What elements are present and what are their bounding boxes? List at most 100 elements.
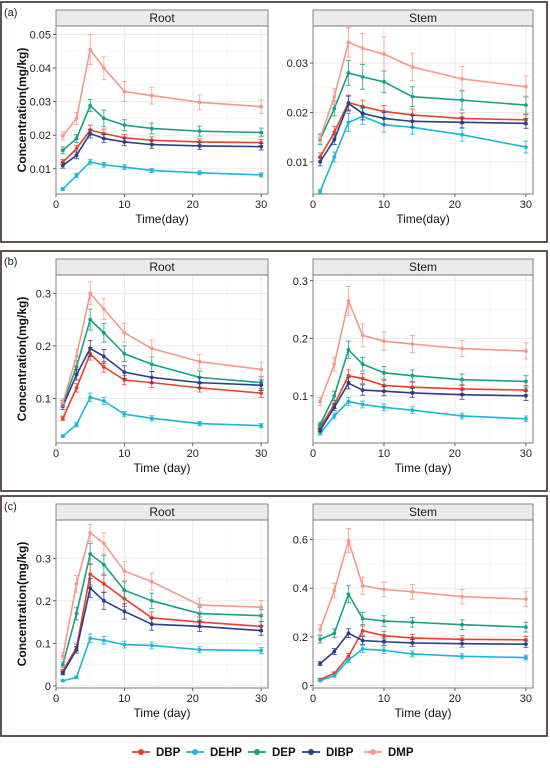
series-line xyxy=(62,318,262,404)
data-point xyxy=(524,642,528,647)
x-tick-label: 30 xyxy=(520,448,532,460)
data-point xyxy=(259,367,264,372)
data-point xyxy=(60,434,65,439)
x-tick-label: 10 xyxy=(378,448,390,460)
data-point xyxy=(149,643,154,648)
data-point xyxy=(382,116,386,121)
x-axis-label: Time(day) xyxy=(135,212,189,226)
data-point xyxy=(101,562,106,567)
panel-label: (c) xyxy=(4,501,17,513)
data-point xyxy=(460,346,464,351)
data-point xyxy=(382,79,386,84)
y-tick-label: 0.03 xyxy=(287,58,308,70)
plot-border xyxy=(55,25,269,195)
data-point xyxy=(346,373,351,378)
data-point xyxy=(332,588,337,593)
plot-border xyxy=(55,274,269,444)
panel-frame xyxy=(0,1,548,243)
data-point xyxy=(149,416,154,421)
x-tick-label: 20 xyxy=(449,693,461,705)
data-point xyxy=(410,391,415,395)
data-point xyxy=(197,647,202,652)
data-point xyxy=(197,359,202,364)
data-point xyxy=(382,633,386,638)
series-dmp xyxy=(317,286,529,407)
data-point xyxy=(149,142,154,147)
y-tick-label: 0.1 xyxy=(36,393,51,405)
data-point xyxy=(74,116,79,121)
data-point xyxy=(197,144,202,148)
data-point xyxy=(410,652,415,656)
data-point xyxy=(101,364,106,369)
series-line xyxy=(319,382,526,431)
data-point xyxy=(101,307,106,312)
y-tick-label: 0.4 xyxy=(293,583,308,595)
series-line xyxy=(62,553,262,665)
data-point xyxy=(332,673,337,678)
series-line xyxy=(319,648,526,682)
series-dibp xyxy=(317,95,529,167)
data-point xyxy=(346,347,351,352)
series-line xyxy=(62,292,262,403)
panel-b: (b) Concentration(mg/kg) Root 0 10 20 30 0.1 0.2… xyxy=(0,250,548,492)
plot-border xyxy=(55,519,269,689)
series-dep xyxy=(317,585,529,644)
data-point xyxy=(332,393,337,398)
legend-swatch-point xyxy=(370,749,376,755)
legend-swatch-point xyxy=(308,749,314,755)
data-point xyxy=(346,120,351,125)
data-point xyxy=(60,133,65,138)
x-tick-label: 10 xyxy=(118,199,130,211)
data-point xyxy=(460,641,464,646)
series-dep xyxy=(60,542,264,668)
series-line xyxy=(62,637,262,682)
series-line xyxy=(319,629,526,681)
y-tick-label: 0.2 xyxy=(293,632,308,644)
series-dep xyxy=(317,340,529,428)
data-point xyxy=(149,579,154,584)
data-point xyxy=(360,376,365,381)
plot-border xyxy=(312,25,534,195)
data-point xyxy=(360,402,365,407)
facet-root: Root 0 10 20 30 0 0.1 0.2 0.3 Time (day) xyxy=(36,503,269,720)
data-point xyxy=(259,628,264,633)
series-line xyxy=(319,539,526,630)
y-tick-label: 0.02 xyxy=(30,130,51,142)
facet-title: Root xyxy=(149,505,175,519)
legend-label: DIBP xyxy=(326,747,354,759)
y-tick-label: 0.04 xyxy=(30,63,51,75)
data-point xyxy=(74,647,79,652)
panel-frame xyxy=(0,495,548,737)
plot-area xyxy=(55,25,269,195)
data-point xyxy=(360,104,365,109)
data-point xyxy=(101,162,106,167)
data-point xyxy=(88,586,93,590)
series-dibp xyxy=(317,628,529,667)
x-tick-label: 30 xyxy=(255,448,267,460)
legend-item-dmp: DMP xyxy=(364,747,414,759)
data-point xyxy=(122,642,127,647)
y-tick-label: 0.6 xyxy=(293,534,308,546)
series-dibp xyxy=(60,128,264,169)
x-tick-label: 20 xyxy=(187,199,199,211)
x-tick-label: 0 xyxy=(53,693,59,705)
x-tick-label: 10 xyxy=(378,693,390,705)
data-point xyxy=(122,569,127,573)
legend-label: DEHP xyxy=(210,747,242,759)
y-tick-label: 0.2 xyxy=(36,341,51,353)
data-point xyxy=(122,165,127,170)
data-point xyxy=(88,530,93,535)
data-point xyxy=(410,636,415,640)
data-point xyxy=(122,412,127,417)
data-point xyxy=(60,416,65,421)
data-point xyxy=(524,103,528,107)
data-point xyxy=(259,423,264,428)
data-point xyxy=(88,395,93,400)
data-point xyxy=(74,354,79,359)
data-point xyxy=(382,52,386,57)
data-point xyxy=(382,389,386,394)
data-point xyxy=(382,122,386,127)
series-line xyxy=(319,593,526,641)
data-point xyxy=(382,370,386,375)
data-point xyxy=(524,393,528,398)
